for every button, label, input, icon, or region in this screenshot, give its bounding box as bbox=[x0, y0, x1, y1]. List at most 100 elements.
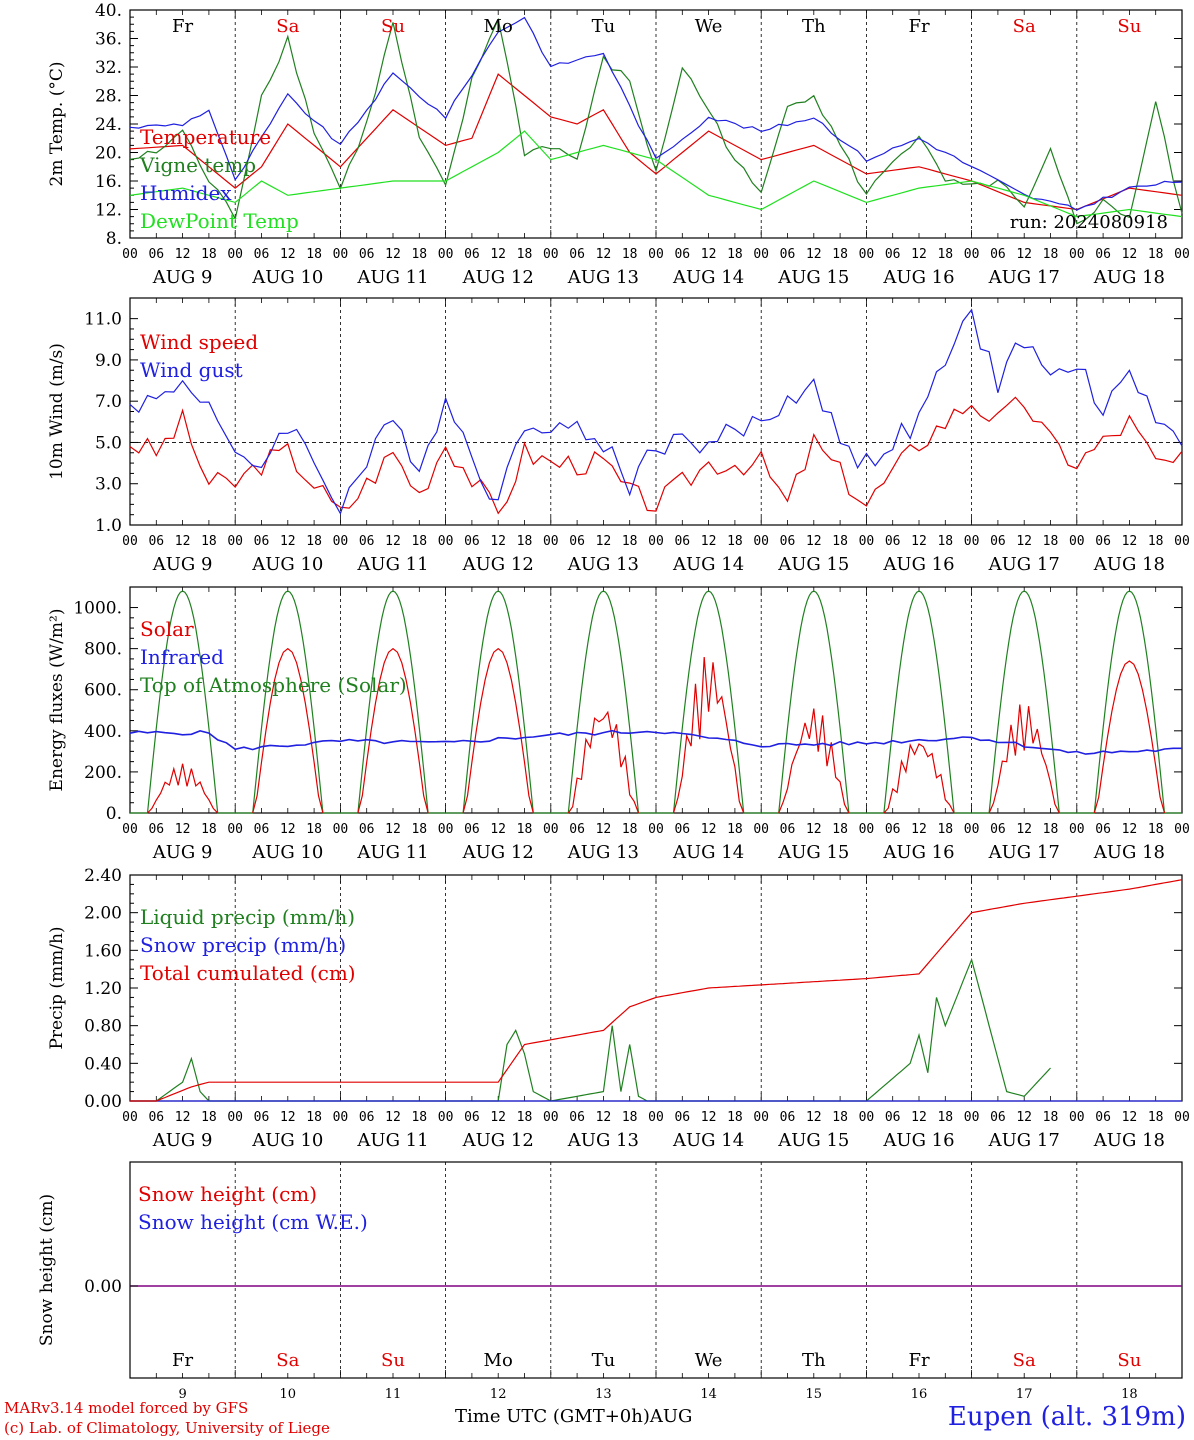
hour-tick-label: 06 bbox=[148, 534, 164, 549]
precip-series-line bbox=[130, 879, 1183, 1102]
hour-tick-label: 00 bbox=[333, 1110, 349, 1125]
y-tick-label: 1.0 bbox=[95, 516, 122, 536]
date-number-label: 13 bbox=[595, 1387, 612, 1402]
date-label: AUG 9 bbox=[152, 842, 213, 863]
y-tick-label: 20. bbox=[95, 144, 122, 164]
temp-legend-entry: DewPoint Temp bbox=[140, 209, 299, 233]
y-axis-label: Precip (mm/h) bbox=[47, 926, 67, 1049]
snow-legend-entry: Snow height (cm) bbox=[138, 1182, 317, 1206]
date-label: AUG 12 bbox=[462, 267, 534, 288]
hour-tick-label: 12 bbox=[596, 534, 612, 549]
hour-tick-label: 12 bbox=[701, 534, 717, 549]
hour-tick-label: 12 bbox=[490, 822, 506, 837]
weekday-label: Fr bbox=[908, 1350, 929, 1371]
hour-tick-label: 06 bbox=[254, 822, 270, 837]
solar-line bbox=[988, 704, 1060, 814]
solar-line bbox=[462, 647, 534, 814]
hour-tick-label: 00 bbox=[227, 247, 243, 262]
hour-tick-label: 00 bbox=[543, 247, 559, 262]
y-tick-label: 9.0 bbox=[95, 351, 122, 371]
hour-tick-label: 06 bbox=[990, 247, 1006, 262]
hour-tick-label: 00 bbox=[648, 247, 664, 262]
hour-tick-label: 18 bbox=[937, 247, 953, 262]
y-tick-label: 600. bbox=[84, 681, 122, 701]
hour-tick-label: 18 bbox=[517, 247, 533, 262]
hour-tick-label: 18 bbox=[937, 534, 953, 549]
hour-tick-label: 06 bbox=[569, 247, 585, 262]
hour-tick-label: 00 bbox=[648, 1110, 664, 1125]
hour-tick-label: 18 bbox=[1148, 822, 1164, 837]
hour-tick-label: 06 bbox=[674, 822, 690, 837]
hour-tick-label: 00 bbox=[122, 534, 138, 549]
date-label: AUG 10 bbox=[251, 554, 323, 575]
date-label: AUG 17 bbox=[988, 842, 1060, 863]
hour-tick-label: 18 bbox=[306, 1110, 322, 1125]
lab-credit: (c) Lab. of Climatology, University of L… bbox=[4, 1419, 330, 1437]
hour-tick-label: 18 bbox=[622, 822, 638, 837]
date-number-label: 18 bbox=[1121, 1387, 1138, 1402]
hour-tick-label: 00 bbox=[648, 534, 664, 549]
hour-tick-label: 12 bbox=[596, 1110, 612, 1125]
temp-series-line bbox=[129, 16, 1183, 211]
hour-tick-label: 12 bbox=[1016, 1110, 1032, 1125]
hour-tick-label: 12 bbox=[1016, 247, 1032, 262]
date-label: AUG 15 bbox=[777, 1130, 849, 1151]
date-label: AUG 14 bbox=[672, 267, 744, 288]
hour-tick-label: 06 bbox=[464, 534, 480, 549]
hour-tick-label: 18 bbox=[937, 822, 953, 837]
snow-legend-entry: Snow height (cm W.E.) bbox=[138, 1210, 368, 1234]
toa-solar-line bbox=[340, 590, 446, 814]
hour-tick-label: 12 bbox=[1122, 534, 1138, 549]
weekday-label: Su bbox=[1117, 16, 1141, 37]
hour-tick-label: 06 bbox=[780, 822, 796, 837]
hour-tick-label: 00 bbox=[227, 1110, 243, 1125]
temp-series-line bbox=[129, 73, 1183, 211]
y-tick-label: 0.00 bbox=[84, 1277, 122, 1297]
y-axis-label: 2m Temp. (°C) bbox=[47, 61, 67, 186]
hour-tick-label: 00 bbox=[648, 822, 664, 837]
date-label: AUG 16 bbox=[882, 842, 954, 863]
hour-tick-label: 18 bbox=[306, 247, 322, 262]
hour-tick-label: 06 bbox=[148, 822, 164, 837]
hour-tick-label: 12 bbox=[280, 822, 296, 837]
y-axis-label: 10m Wind (m/s) bbox=[47, 343, 67, 480]
weekday-label: Tu bbox=[592, 16, 616, 37]
date-label: AUG 15 bbox=[777, 267, 849, 288]
hour-tick-label: 12 bbox=[806, 822, 822, 837]
hour-tick-label: 18 bbox=[1148, 1110, 1164, 1125]
hour-tick-label: 06 bbox=[1095, 822, 1111, 837]
hour-tick-label: 06 bbox=[990, 1110, 1006, 1125]
hour-tick-label: 00 bbox=[438, 822, 454, 837]
hour-tick-label: 18 bbox=[832, 534, 848, 549]
y-tick-label: 11.0 bbox=[84, 310, 122, 330]
hour-tick-label: 06 bbox=[148, 1110, 164, 1125]
hour-tick-label: 12 bbox=[175, 822, 191, 837]
date-label: AUG 17 bbox=[988, 267, 1060, 288]
hour-tick-label: 06 bbox=[674, 1110, 690, 1125]
hour-tick-label: 12 bbox=[701, 822, 717, 837]
weekday-label: Su bbox=[1117, 1350, 1141, 1371]
hour-tick-label: 00 bbox=[122, 247, 138, 262]
date-label: AUG 18 bbox=[1093, 554, 1165, 575]
hour-tick-label: 18 bbox=[1043, 247, 1059, 262]
hour-tick-label: 18 bbox=[727, 822, 743, 837]
date-label: AUG 18 bbox=[1093, 267, 1165, 288]
hour-tick-label: 18 bbox=[622, 247, 638, 262]
hour-tick-label: 12 bbox=[911, 247, 927, 262]
y-tick-label: 32. bbox=[95, 58, 122, 78]
date-label: AUG 16 bbox=[882, 267, 954, 288]
weekday-label: Mo bbox=[484, 16, 513, 37]
y-tick-label: 200. bbox=[84, 763, 122, 783]
weekday-label: Sa bbox=[276, 1350, 299, 1371]
date-number-label: 14 bbox=[700, 1387, 717, 1402]
hour-tick-label: 00 bbox=[438, 534, 454, 549]
date-label: AUG 15 bbox=[777, 842, 849, 863]
hour-tick-label: 12 bbox=[1016, 822, 1032, 837]
hour-tick-label: 18 bbox=[411, 534, 427, 549]
hour-tick-label: 12 bbox=[1016, 534, 1032, 549]
x-axis-title: Time UTC (GMT+0h)AUG bbox=[455, 1406, 692, 1427]
hour-tick-label: 12 bbox=[806, 1110, 822, 1125]
hour-tick-label: 06 bbox=[885, 1110, 901, 1125]
hour-tick-label: 00 bbox=[438, 247, 454, 262]
